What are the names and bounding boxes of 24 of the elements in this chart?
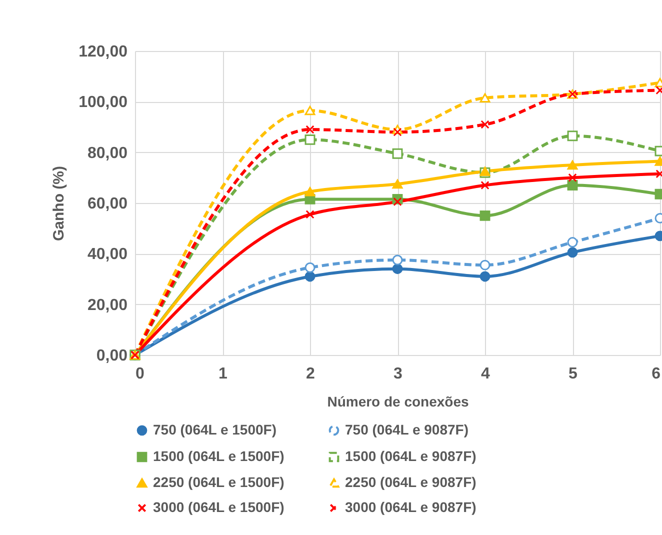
y-tick-label: 120,00 bbox=[78, 44, 128, 60]
x-tick-label: 2 bbox=[306, 366, 316, 382]
legend-label: 1500 (064L e 9087F) bbox=[345, 448, 476, 464]
x-tick-label: 4 bbox=[481, 366, 490, 382]
x-tick-label: 5 bbox=[568, 366, 578, 382]
y-tick-label: 20,00 bbox=[87, 296, 128, 314]
x-axis-title: Número de conexões bbox=[327, 394, 470, 410]
legend-label: 2250 (064L e 1500F) bbox=[153, 474, 284, 490]
x-tick-label: 1 bbox=[218, 366, 228, 382]
legend-label: 3000 (064L e 9087F) bbox=[345, 499, 476, 515]
y-tick-label: 0,00 bbox=[96, 348, 128, 364]
y-tick-label: 60,00 bbox=[87, 196, 128, 212]
y-axis-title: Ganho (%) bbox=[50, 166, 68, 241]
legend-label: 3000 (064L e 1500F) bbox=[153, 499, 284, 515]
legend-label: 750 (064L e 9087F) bbox=[345, 421, 468, 438]
legend-label: 1500 (064L e 1500F) bbox=[153, 448, 284, 464]
x-tick-label: 3 bbox=[394, 366, 403, 382]
x-tick-label: 0 bbox=[136, 366, 144, 382]
y-tick-label: 100,00 bbox=[78, 94, 128, 112]
y-tick-label: 80,00 bbox=[87, 144, 128, 162]
y-tick-label: 40,00 bbox=[87, 246, 128, 264]
x-tick-label: 6 bbox=[652, 366, 661, 382]
legend-label: 750 (064L e 1500F) bbox=[153, 421, 276, 438]
legend-label: 2250 (064L e 9087F) bbox=[345, 474, 476, 490]
